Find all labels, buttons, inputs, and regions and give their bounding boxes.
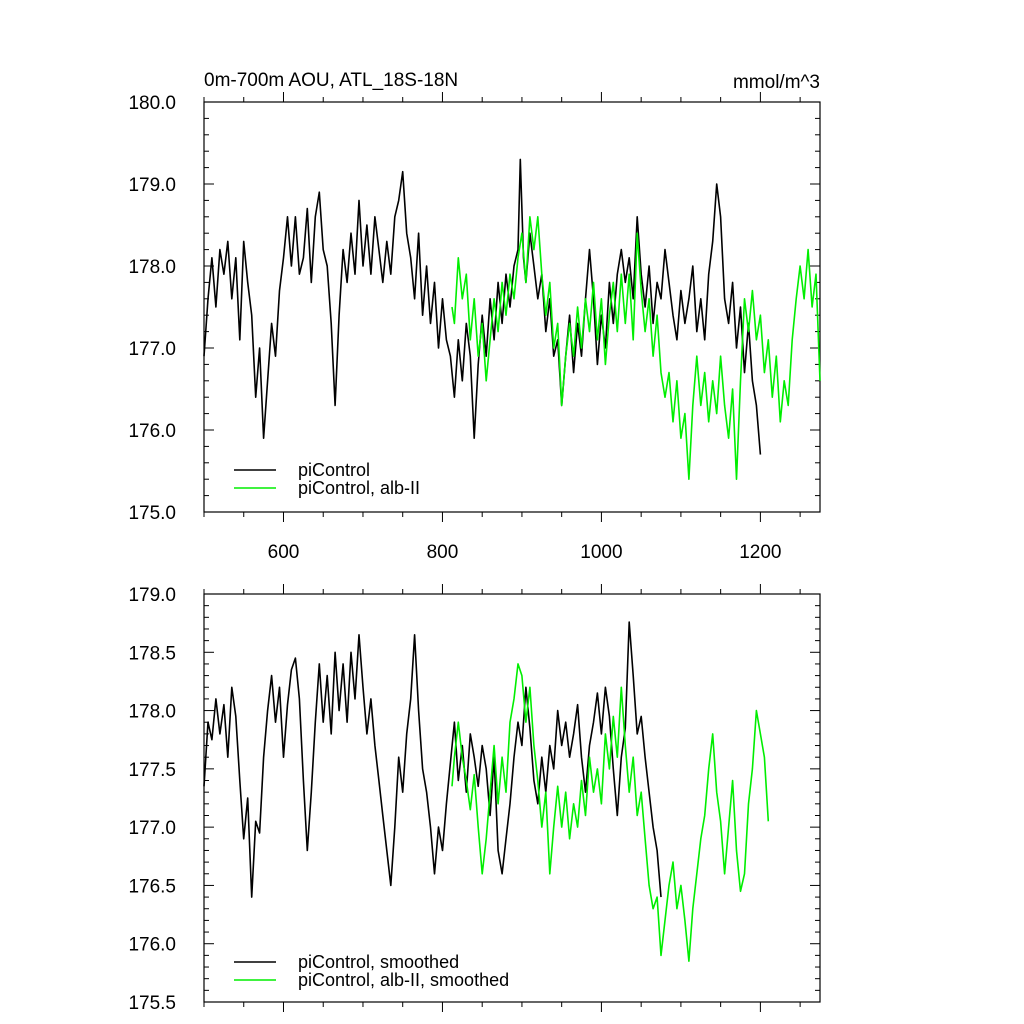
y-tick-label: 176.5 [128,876,176,897]
units-label: mmol/m^3 [733,72,820,93]
x-tick-label: 800 [427,542,459,563]
legend-label: piControl, alb-II [298,478,420,498]
y-tick-label: 176.0 [128,421,176,442]
y-tick-label: 178.5 [128,643,176,664]
y-tick-label: 177.0 [128,339,176,360]
bottom-panel: 175.5 176.0 176.5 177.0 177.5 178.0 178.5 179.0… [128,584,821,1014]
series-line-2 [451,663,770,962]
y-tick-label: 177.0 [128,818,176,839]
y-tick-label: 175.5 [128,993,176,1014]
y-tick-label: 179.0 [128,175,176,196]
y-tick-label: 177.5 [128,760,176,781]
y-tick-label: 175.0 [128,503,176,524]
plot-frame [203,101,821,513]
top-panel: 175.0 176.0 177.0 178.0 179.0 180.0 600 800 1000… [128,70,821,563]
y-tick-label: 178.0 [128,257,176,278]
legend-label: piControl, smoothed [298,952,459,972]
chart-title: 0m-700m AOU, ATL_18S-18N [204,70,458,91]
series-line-1 [203,621,662,898]
y-tick-label: 178.0 [128,702,176,723]
series-line-2 [451,216,821,480]
series-line-1 [203,158,762,455]
x-tick-label: 600 [268,542,300,563]
plot-frame [203,593,821,1003]
x-tick-label: 1000 [580,542,622,563]
legend-label: piControl, alb-II, smoothed [298,970,509,990]
y-tick-label: 179.0 [128,585,176,606]
x-tick-label: 1200 [739,542,781,563]
y-tick-label: 176.0 [128,935,176,956]
legend-label: piControl [298,460,370,480]
y-tick-label: 180.0 [128,93,176,114]
